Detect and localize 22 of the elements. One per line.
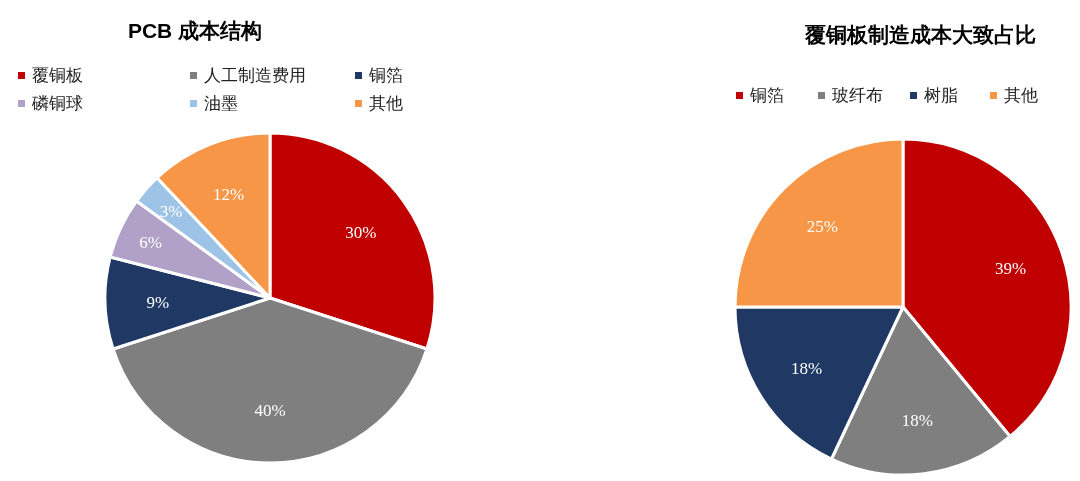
data-label: 30% [345,223,377,243]
data-label: 12% [213,184,245,204]
legend-label: 树脂 [924,86,958,105]
data-label: 25% [806,217,838,237]
legend-label: 人工制造费用 [204,66,306,85]
legend-label: 铜箔 [368,66,403,85]
legend-label: 玻纤布 [832,86,883,105]
legend-label: 磷铜球 [31,94,83,113]
legend-label: 油墨 [204,94,238,113]
data-label: 6% [139,232,162,252]
data-label: 9% [146,292,170,312]
data-label: 3% [159,201,183,221]
legend-label: 其他 [1004,86,1038,105]
data-label: 18% [790,359,823,379]
chart-title: 覆铜板制造成本大致占比 [803,23,1036,46]
legend-label: 铜箔 [749,86,784,105]
legend-label: 其他 [369,94,403,113]
legend-label: 覆铜板 [32,66,83,85]
data-label: 40% [254,401,286,421]
chart-title: PCB 成本结构 [127,19,263,42]
data-label: 39% [994,259,1027,279]
data-label: 18% [901,411,933,431]
